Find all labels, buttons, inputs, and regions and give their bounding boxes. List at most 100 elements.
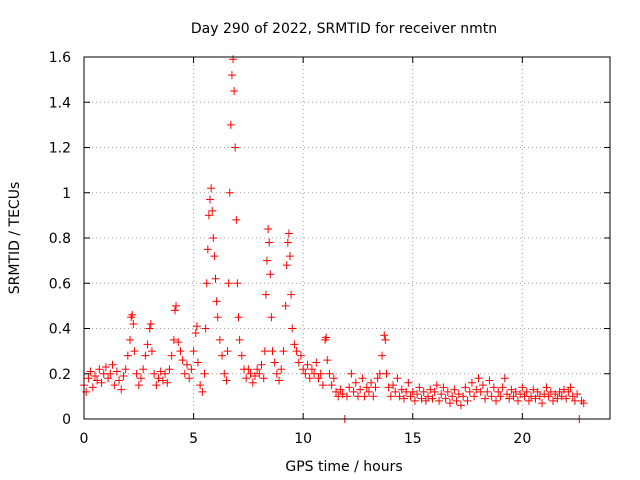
- data-point: [108, 360, 117, 369]
- data-point: [336, 385, 345, 394]
- data-point: [84, 374, 93, 383]
- data-point: [318, 381, 327, 390]
- data-point: [527, 392, 536, 401]
- data-point: [432, 381, 441, 390]
- data-point: [329, 374, 338, 383]
- data-point: [145, 324, 154, 333]
- data-point: [227, 71, 236, 80]
- data-point: [134, 381, 143, 390]
- x-tick-label: 20: [513, 431, 531, 447]
- data-point: [126, 335, 135, 344]
- data-point: [369, 392, 378, 401]
- data-point: [174, 338, 183, 347]
- data-point: [564, 387, 573, 396]
- data-point: [511, 387, 520, 396]
- data-point: [371, 383, 380, 392]
- data-point: [231, 143, 240, 152]
- data-point: [382, 369, 391, 378]
- data-point: [360, 392, 369, 401]
- data-point: [206, 195, 215, 204]
- data-point: [555, 387, 564, 396]
- data-point: [259, 374, 268, 383]
- data-point: [192, 322, 201, 331]
- data-point: [478, 381, 487, 390]
- data-point: [129, 319, 138, 328]
- data-point: [250, 372, 259, 381]
- data-point: [232, 215, 241, 224]
- data-point: [399, 394, 408, 403]
- data-point: [235, 335, 244, 344]
- data-point: [301, 369, 310, 378]
- data-point: [112, 367, 121, 376]
- data-point: [391, 387, 400, 396]
- data-point: [95, 365, 104, 374]
- data-point: [156, 367, 165, 376]
- data-point: [380, 331, 389, 340]
- data-point: [544, 392, 553, 401]
- data-point: [325, 369, 334, 378]
- data-point: [267, 313, 276, 322]
- data-point: [553, 394, 562, 403]
- data-point: [448, 392, 457, 401]
- data-point: [358, 374, 367, 383]
- data-point: [139, 365, 148, 374]
- data-point: [90, 372, 99, 381]
- data-point: [443, 387, 452, 396]
- data-point: [351, 378, 360, 387]
- data-point: [452, 396, 461, 405]
- data-point: [121, 365, 130, 374]
- data-point: [286, 252, 295, 261]
- data-point: [196, 381, 205, 390]
- data-point: [509, 392, 518, 401]
- grid-lines: [84, 57, 610, 419]
- data-point: [215, 335, 224, 344]
- data-point: [322, 333, 331, 342]
- data-point: [470, 392, 479, 401]
- data-point: [117, 385, 126, 394]
- data-point: [323, 356, 332, 365]
- data-point: [492, 396, 501, 405]
- data-point: [165, 365, 174, 374]
- data-point: [167, 351, 176, 360]
- data-point: [193, 358, 202, 367]
- data-point: [498, 383, 507, 392]
- data-point: [213, 313, 222, 322]
- data-point: [172, 301, 181, 310]
- data-point: [268, 347, 277, 356]
- data-point: [154, 374, 163, 383]
- data-point: [210, 252, 219, 261]
- data-point: [393, 374, 402, 383]
- data-point: [426, 385, 435, 394]
- data-point: [507, 385, 516, 394]
- data-point: [264, 224, 273, 233]
- data-point: [88, 383, 97, 392]
- data-point: [347, 369, 356, 378]
- data-point: [428, 394, 437, 403]
- data-point: [415, 383, 424, 392]
- data-point: [189, 347, 198, 356]
- data-point: [230, 86, 239, 95]
- data-point: [176, 347, 185, 356]
- data-point: [220, 369, 229, 378]
- data-point: [225, 188, 234, 197]
- data-point: [244, 365, 253, 374]
- data-point: [198, 387, 207, 396]
- data-point: [123, 351, 132, 360]
- data-point: [97, 378, 106, 387]
- data-point: [413, 390, 422, 399]
- y-axis-label: SRMTID / TECUs: [7, 182, 23, 295]
- data-point: [516, 390, 525, 399]
- data-point: [502, 390, 511, 399]
- data-point: [566, 383, 575, 392]
- data-point: [180, 369, 189, 378]
- data-point: [307, 365, 316, 374]
- data-point: [312, 358, 321, 367]
- data-point: [540, 390, 549, 399]
- y-tick-label: 1.6: [49, 50, 71, 66]
- data-point: [119, 372, 128, 381]
- data-point: [191, 329, 200, 338]
- data-point: [378, 351, 387, 360]
- data-point: [270, 358, 279, 367]
- data-point: [207, 184, 216, 193]
- data-point: [222, 376, 231, 385]
